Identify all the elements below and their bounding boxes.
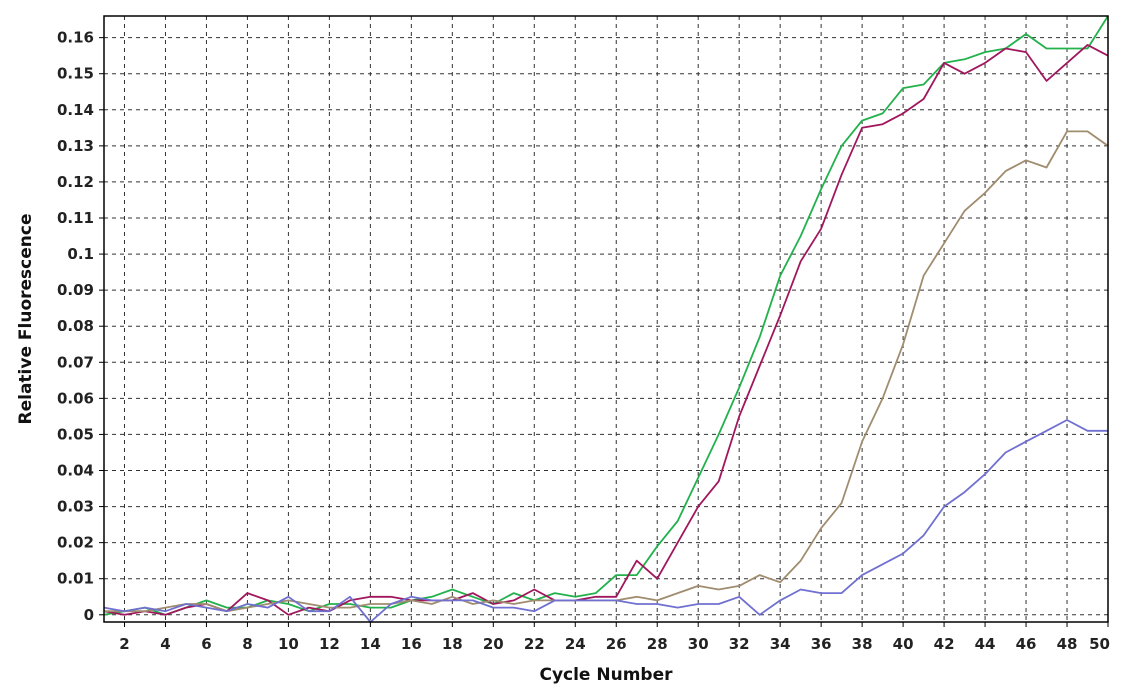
y-tick-label: 0.05 xyxy=(57,425,94,443)
grid xyxy=(104,16,1109,622)
y-tick-label: 0.04 xyxy=(57,462,94,480)
x-axis-ticks: 2 4 6 8 10 12 14 16 18 20 22 24 26 28 30 32 34 36 38 40 42 44… xyxy=(119,622,1110,653)
y-tick-label: 0.02 xyxy=(57,534,94,552)
y-tick-label: 0.12 xyxy=(57,173,94,191)
x-tick-label: 34 xyxy=(770,635,791,653)
plot-background xyxy=(104,16,1108,622)
x-tick-label: 20 xyxy=(483,635,504,653)
series-line-1 xyxy=(103,15,1109,616)
x-tick-label: 26 xyxy=(606,635,627,653)
y-axis-title: Relative Fluorescence xyxy=(16,214,36,425)
y-tick-label: 0.07 xyxy=(57,353,94,371)
x-tick-label: 30 xyxy=(688,635,709,653)
x-tick-label: 10 xyxy=(278,635,299,653)
x-tick-label: 50 xyxy=(1089,635,1110,653)
y-tick-label: 0 xyxy=(84,606,94,624)
y-tick-label: 0.16 xyxy=(57,29,94,47)
x-tick-label: 14 xyxy=(360,635,381,653)
y-tick-label: 0.01 xyxy=(57,570,94,588)
y-tick-label: 0.08 xyxy=(57,317,94,335)
x-tick-label: 16 xyxy=(401,635,422,653)
y-tick-label: 0.06 xyxy=(57,389,94,407)
x-tick-label: 22 xyxy=(524,635,545,653)
x-axis-title: Cycle Number xyxy=(539,665,673,685)
series-line-4 xyxy=(103,419,1108,623)
y-axis-ticks: 0 0.01 0.02 0.03 0.04 0.05 0.06 0.07 0.08 0.09 0.1… xyxy=(57,29,104,624)
plot-frame xyxy=(103,15,1109,623)
x-tick-label: 48 xyxy=(1057,635,1078,653)
x-tick-label: 36 xyxy=(811,635,832,653)
x-tick-label: 28 xyxy=(647,635,668,653)
y-tick-label: 0.13 xyxy=(57,137,94,155)
y-tick-label: 0.15 xyxy=(57,65,94,83)
x-tick-label: 44 xyxy=(975,635,996,653)
y-tick-label: 0.14 xyxy=(57,101,94,119)
x-tick-label: 40 xyxy=(893,635,914,653)
x-tick-label: 4 xyxy=(160,635,170,653)
x-tick-label: 8 xyxy=(242,635,252,653)
x-tick-label: 18 xyxy=(442,635,463,653)
x-tick-label: 38 xyxy=(852,635,873,653)
x-tick-label: 32 xyxy=(729,635,750,653)
y-tick-label: 0.09 xyxy=(57,281,94,299)
x-tick-label: 46 xyxy=(1016,635,1037,653)
x-tick-label: 24 xyxy=(565,635,586,653)
y-tick-label: 0.1 xyxy=(67,245,94,263)
x-tick-label: 42 xyxy=(934,635,955,653)
x-tick-label: 12 xyxy=(319,635,340,653)
x-tick-label: 6 xyxy=(201,635,211,653)
y-tick-label: 0.03 xyxy=(57,498,94,516)
x-tick-label: 2 xyxy=(119,635,129,653)
y-tick-label: 0.11 xyxy=(57,209,94,227)
series-layer xyxy=(103,15,1109,623)
